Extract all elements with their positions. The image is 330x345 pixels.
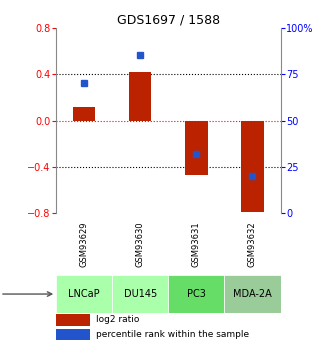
Bar [56, 314, 90, 326]
Bar [224, 275, 280, 313]
Bar [129, 72, 151, 120]
Text: MDA-2A: MDA-2A [233, 289, 272, 299]
Bar [56, 328, 90, 340]
Title: GDS1697 / 1588: GDS1697 / 1588 [117, 13, 220, 27]
Bar [112, 275, 168, 313]
Text: LNCaP: LNCaP [68, 289, 100, 299]
Bar [185, 120, 208, 175]
Bar [56, 275, 112, 313]
Text: GSM93629: GSM93629 [80, 222, 89, 267]
Text: DU145: DU145 [124, 289, 157, 299]
Bar [168, 275, 224, 313]
Text: percentile rank within the sample: percentile rank within the sample [96, 330, 249, 339]
Bar [241, 120, 264, 212]
Bar [73, 107, 95, 120]
Text: GSM93632: GSM93632 [248, 221, 257, 267]
Text: PC3: PC3 [187, 289, 206, 299]
Text: GSM93630: GSM93630 [136, 221, 145, 267]
Text: log2 ratio: log2 ratio [96, 315, 140, 324]
Text: GSM93631: GSM93631 [192, 221, 201, 267]
